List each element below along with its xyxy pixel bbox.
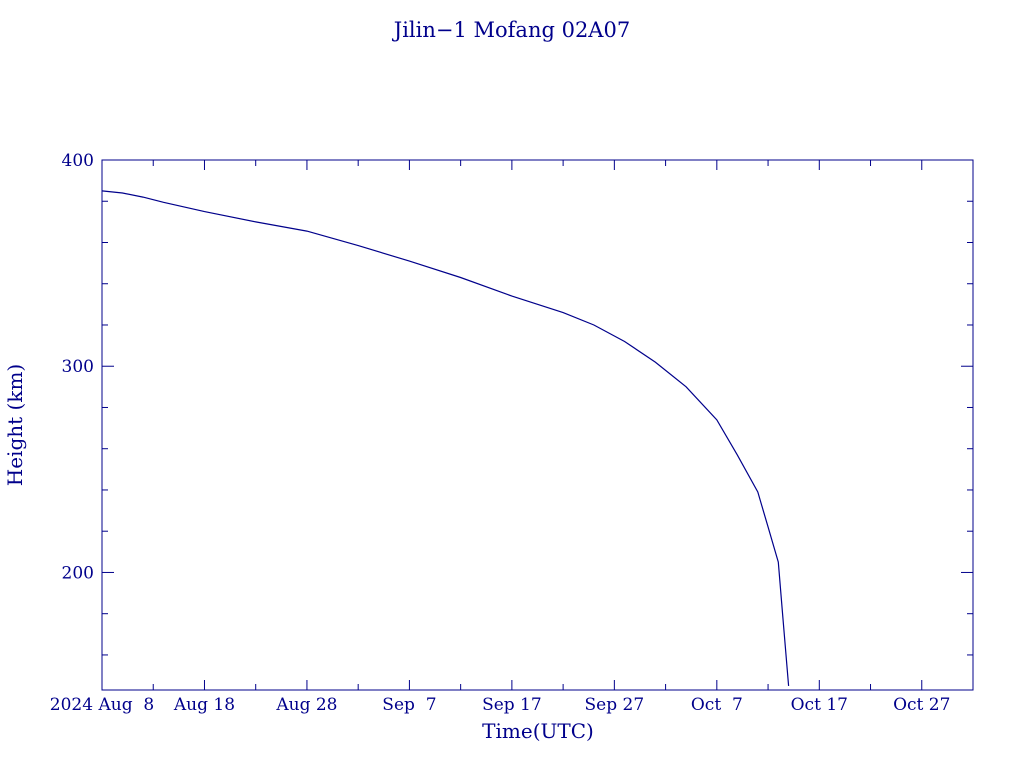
x-tick-label: Oct 27 — [893, 695, 950, 715]
x-tick-label: Oct 7 — [691, 695, 743, 715]
x-tick-label: Aug 18 — [173, 695, 235, 715]
tick-marks — [101, 159, 974, 690]
plot-frame — [101, 159, 974, 691]
y-tick-label: 200 — [62, 563, 94, 583]
x-tick-label: Oct 17 — [791, 695, 848, 715]
y-tick-label: 300 — [62, 357, 94, 377]
x-tick-label: 2024 Aug 8 — [50, 695, 154, 715]
x-tick-label: Sep 17 — [482, 695, 542, 715]
x-tick-label: Aug 28 — [275, 695, 337, 715]
tick-labels: 2024 Aug 8 Aug 18 Aug 28 Sep 7 Sep 17 Sep 27 O… — [50, 151, 951, 715]
x-tick-label: Sep 27 — [585, 695, 645, 715]
height-series-line — [101, 190, 790, 686]
x-tick-label: Sep 7 — [382, 695, 436, 715]
series-layer — [101, 190, 790, 686]
y-tick-label: 400 — [62, 151, 94, 171]
x-axis-label: Time(UTC) — [482, 719, 594, 743]
chart-title: Jilin−1 Mofang 02A07 — [392, 18, 630, 42]
y-axis-label: Height (km) — [3, 364, 27, 486]
